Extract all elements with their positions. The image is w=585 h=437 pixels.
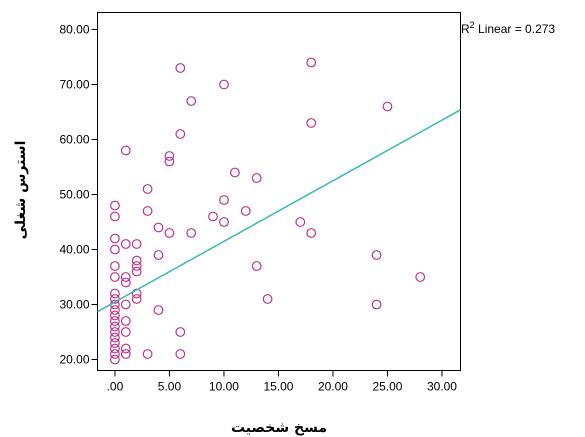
data-point-62 [371,299,382,310]
x-tick-label-6: 30.00 [427,380,457,394]
data-point-35 [142,206,153,216]
data-point-23 [120,299,131,310]
x-tick-label-4: 20.00 [318,380,348,394]
data-point-51 [219,195,229,205]
data-point-30 [131,266,142,277]
y-tick-label-0: 20.00 [59,353,89,367]
y-tick-label-5: 70.00 [59,78,89,92]
data-point-6 [109,321,120,332]
data-point-44 [175,327,186,337]
data-point-26 [120,239,131,249]
data-point-24 [120,277,131,288]
data-point-42 [164,151,175,161]
x-tick-label-0: .00 [107,380,124,394]
data-point-48 [186,96,197,106]
y-tick-label-6: 80.00 [59,23,89,37]
data-point-13 [109,272,120,282]
data-point-36 [142,184,153,194]
plot-frame [97,12,461,371]
data-point-58 [295,217,306,227]
points-layer [109,57,426,365]
y-tick-label-2: 40.00 [59,243,89,257]
data-point-7 [109,316,120,326]
data-point-28 [131,294,142,304]
data-point-41 [164,156,175,167]
data-point-61 [306,57,317,68]
data-point-53 [229,167,240,178]
data-point-3 [109,338,120,348]
data-point-54 [240,206,251,216]
data-point-40 [164,228,175,238]
data-point-63 [371,250,382,260]
y-tick-label-1: 30.00 [59,298,89,312]
fit-line [97,109,461,313]
r-squared-prefix: R [461,22,470,36]
y-tick-label-4: 60.00 [59,133,89,147]
data-point-0 [109,354,120,365]
data-point-20 [120,343,131,354]
data-point-49 [208,211,218,222]
data-point-14 [109,261,120,271]
x-tick-label-1: 5.00 [158,380,182,394]
x-axis: .00 5.00 10.00 15.00 20.00 25.00 30.00 [107,370,457,394]
data-point-56 [251,173,262,183]
data-point-4 [109,332,120,343]
y-axis: 20.00 30.00 40.00 50.00 60.00 70.00 80.00 [59,23,98,367]
data-point-45 [175,129,186,139]
data-point-27 [120,145,131,156]
r-squared-sup: 2 [470,20,475,30]
data-point-5 [109,327,120,337]
data-point-15 [109,244,120,255]
data-point-37 [153,305,164,315]
r-squared-suffix: Linear = 0.273 [475,22,556,36]
x-tick-label-2: 10.00 [209,380,239,394]
data-point-46 [175,63,186,73]
plot-area [97,12,461,371]
data-point-55 [251,261,262,271]
data-point-64 [382,101,393,112]
x-tick-label-5: 25.00 [372,380,402,394]
data-point-34 [142,349,153,359]
x-tick-label-3: 15.00 [263,380,293,394]
data-point-31 [131,261,142,271]
y-tick-label-3: 50.00 [59,188,89,202]
data-point-21 [120,327,131,337]
data-point-59 [306,228,317,238]
data-point-25 [120,272,131,282]
data-point-2 [109,343,120,354]
data-point-1 [109,349,120,359]
data-point-8 [109,310,120,321]
data-point-43 [175,349,186,359]
data-point-16 [109,233,120,244]
data-point-47 [186,228,197,238]
data-point-19 [120,349,131,359]
data-point-39 [153,222,164,233]
data-point-17 [109,211,120,222]
data-point-65 [415,272,426,282]
data-point-33 [131,239,142,249]
x-axis-title: مسخ شخصیت [231,420,327,436]
data-point-57 [262,294,273,304]
r-squared-label: R2 Linear = 0.273 [461,20,555,36]
data-point-12 [109,288,120,299]
data-point-52 [219,79,229,90]
data-point-18 [109,200,120,211]
data-point-32 [131,255,142,266]
y-axis-title: استرس شغلی [13,141,29,240]
data-point-60 [306,118,317,128]
data-point-22 [120,316,131,326]
data-point-50 [219,217,229,227]
data-point-9 [109,305,120,315]
data-point-38 [153,250,164,260]
